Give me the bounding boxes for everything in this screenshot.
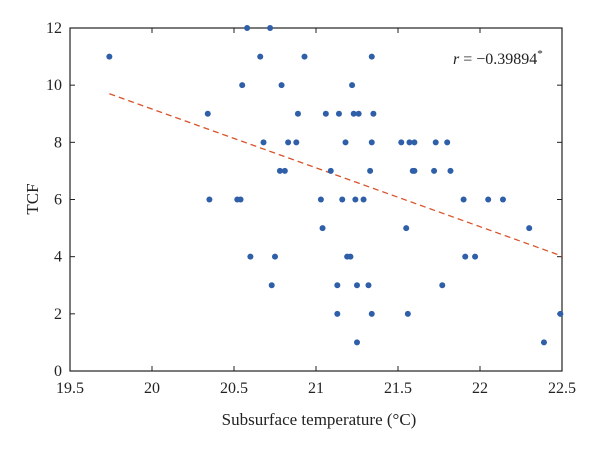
- data-point: [206, 196, 213, 203]
- data-point: [247, 253, 254, 260]
- data-point: [237, 196, 244, 203]
- data-point: [244, 25, 251, 31]
- data-point: [557, 310, 564, 317]
- correlation-var: r: [453, 51, 460, 68]
- data-point: [319, 225, 326, 232]
- data-point: [342, 139, 349, 146]
- data-point: [334, 282, 341, 289]
- data-point: [472, 253, 479, 260]
- data-point: [526, 225, 533, 232]
- data-point: [349, 82, 356, 89]
- trendline-group: [109, 93, 563, 257]
- data-points: [106, 25, 564, 346]
- data-point: [404, 310, 411, 317]
- data-point: [322, 110, 329, 117]
- correlation-annotation: r = −0.39894*: [453, 48, 543, 68]
- data-point: [317, 196, 324, 203]
- y-axis-label: TCF: [23, 183, 42, 214]
- data-point: [301, 53, 308, 60]
- data-point: [268, 282, 275, 289]
- data-point: [411, 139, 418, 146]
- y-tick-label: 12: [46, 20, 62, 37]
- y-tick-label: 4: [54, 249, 62, 266]
- data-point: [447, 167, 454, 174]
- data-point: [239, 82, 246, 89]
- data-point: [281, 167, 288, 174]
- data-point: [260, 139, 267, 146]
- data-point: [354, 282, 360, 289]
- data-point: [462, 253, 469, 260]
- data-point: [439, 282, 446, 289]
- y-tick-label: 2: [54, 306, 62, 323]
- data-point: [285, 139, 292, 146]
- x-tick-label: 22: [472, 380, 488, 397]
- data-point: [367, 167, 374, 174]
- data-point: [355, 110, 362, 117]
- y-tick-label: 8: [54, 134, 62, 151]
- data-point: [406, 139, 413, 146]
- data-point: [272, 253, 278, 260]
- data-point: [485, 196, 492, 203]
- y-tick-label: 6: [54, 192, 62, 209]
- data-point: [368, 310, 375, 317]
- x-tick-label: 19.5: [56, 380, 84, 397]
- axis-ticks: 19.5 20 20.5 21 21.5 22 22.5 0 2 4 6 8 10 12: [46, 20, 576, 397]
- data-point: [370, 110, 377, 117]
- y-tick-label: 0: [54, 363, 62, 380]
- data-point: [432, 139, 439, 146]
- data-point: [350, 110, 357, 117]
- data-point: [257, 53, 264, 60]
- data-point: [339, 196, 346, 203]
- data-point: [294, 110, 301, 117]
- data-point: [204, 110, 211, 117]
- data-point: [327, 167, 334, 174]
- data-point: [293, 139, 300, 146]
- x-axis-label: Subsurface temperature (°C): [222, 410, 417, 429]
- data-point: [267, 25, 274, 31]
- correlation-value: = −0.39894: [459, 51, 537, 68]
- data-point: [368, 53, 375, 60]
- data-point: [347, 253, 354, 260]
- x-tick-label: 22.5: [548, 380, 576, 397]
- data-point: [365, 282, 372, 289]
- data-point: [499, 196, 506, 203]
- data-point: [352, 196, 359, 203]
- data-point: [411, 167, 418, 174]
- data-point: [276, 167, 283, 174]
- data-point: [106, 53, 113, 60]
- data-point: [335, 110, 342, 117]
- data-point: [398, 139, 405, 146]
- data-point: [334, 310, 341, 317]
- x-tick-label: 20: [144, 380, 160, 397]
- y-tick-label: 10: [46, 77, 62, 94]
- data-point: [460, 196, 467, 203]
- x-tick-label: 21: [308, 380, 324, 397]
- data-point: [368, 139, 375, 146]
- trend-line: [109, 93, 563, 257]
- data-point: [431, 167, 438, 174]
- data-point: [354, 339, 360, 346]
- data-point: [278, 82, 285, 89]
- data-point: [403, 225, 410, 232]
- x-tick-label: 20.5: [220, 380, 248, 397]
- significance-marker: *: [537, 48, 543, 60]
- data-point: [444, 139, 451, 146]
- data-point: [360, 196, 367, 203]
- x-tick-label: 21.5: [384, 380, 412, 397]
- data-point: [540, 339, 547, 346]
